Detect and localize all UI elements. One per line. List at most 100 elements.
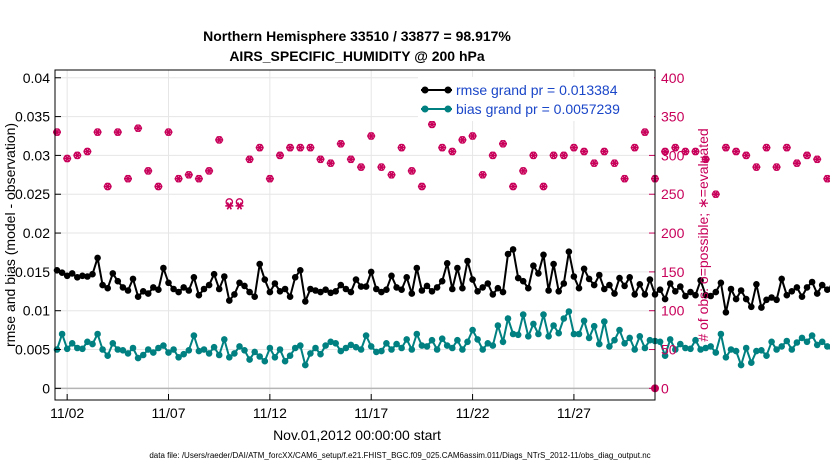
point-bias — [459, 346, 466, 353]
point-rmse — [590, 281, 598, 289]
legend-bias-marker-left — [421, 105, 429, 113]
point-bias — [342, 344, 350, 352]
point-bias — [824, 343, 830, 350]
point-bias — [119, 347, 127, 354]
evaluated-star-stroke — [307, 143, 314, 152]
y-right-tick-label: 300 — [661, 147, 685, 163]
point-bias — [286, 352, 294, 360]
footer-data-file: data file: /Users/raeder/DAI/ATM_forcXX/… — [149, 451, 650, 460]
y-left-tick-label: 0.005 — [15, 342, 50, 358]
point-rmse — [682, 292, 689, 300]
point-evaluated — [782, 143, 791, 152]
evaluated-star-stroke — [611, 159, 618, 168]
point-evaluated — [428, 120, 436, 129]
point-evaluated — [346, 155, 355, 164]
point-rmse — [383, 286, 390, 294]
x-tick-label: 11/12 — [253, 405, 287, 421]
point-bias — [666, 336, 674, 343]
point-bias — [687, 345, 694, 353]
x-tick-label: 11/07 — [152, 405, 186, 421]
evaluated-star-stroke — [773, 163, 780, 171]
point-rmse — [200, 285, 208, 293]
x-axis-label: Nov.01,2012 00:00:00 start — [273, 427, 441, 443]
evaluated-star-stroke — [236, 201, 243, 210]
y-right-tick-label: 250 — [661, 186, 685, 202]
evaluated-star-stroke — [753, 163, 760, 171]
point-bias — [180, 350, 187, 358]
y-right-tick-label: 200 — [661, 225, 685, 241]
evaluated-star-stroke — [449, 147, 455, 156]
point-evaluated — [448, 147, 457, 156]
y-right-tick-label: 100 — [661, 303, 685, 319]
point-bias — [748, 359, 755, 367]
point-evaluated — [124, 174, 132, 183]
point-rmse — [677, 283, 684, 290]
point-rmse — [788, 288, 796, 295]
point-rmse — [195, 291, 203, 299]
point-evaluated — [499, 139, 507, 148]
point-rmse — [352, 276, 360, 283]
point-bias — [773, 346, 780, 353]
evaluated-star-stroke — [591, 159, 597, 168]
point-rmse — [175, 288, 182, 296]
point-rmse — [560, 280, 568, 287]
point-rmse — [256, 260, 264, 268]
evaluated-star-stroke — [632, 143, 638, 152]
point-rmse — [793, 284, 801, 291]
evaluated-star-stroke — [226, 201, 232, 210]
point-rmse — [357, 283, 365, 290]
point-rmse — [474, 288, 481, 295]
point-evaluated — [630, 143, 639, 152]
point-bias — [104, 352, 111, 360]
point-rmse — [114, 277, 122, 285]
point-bias — [347, 341, 355, 349]
point-rmse — [717, 279, 725, 287]
point-evaluated — [549, 151, 558, 160]
point-rmse — [226, 297, 233, 304]
point-rmse — [631, 291, 638, 298]
legend-bias-marker-right — [444, 105, 452, 113]
point-bias — [68, 340, 76, 347]
point-evaluated — [397, 143, 406, 152]
evaluated-star-stroke — [581, 147, 587, 156]
point-rmse — [367, 268, 375, 276]
point-bias — [160, 342, 167, 349]
point-rmse — [702, 291, 709, 299]
y-left-tick-label: 0.01 — [23, 303, 50, 319]
evaluated-star-stroke — [105, 182, 111, 191]
point-evaluated — [691, 147, 700, 156]
point-evaluated — [174, 174, 183, 183]
point-rmse — [393, 284, 400, 291]
point-evaluated — [600, 147, 609, 156]
point-evaluated — [792, 159, 801, 168]
chart-title-line2: AIRS_SPECIFIC_HUMIDITY @ 200 hPa — [229, 48, 485, 64]
point-bias — [768, 338, 775, 346]
evaluated-star-stroke — [804, 151, 810, 160]
y-right-tick-label: 150 — [661, 264, 685, 280]
point-rmse — [606, 281, 613, 289]
point-evaluated — [438, 143, 447, 152]
point-rmse — [601, 285, 608, 293]
evaluated-star-stroke — [277, 151, 283, 160]
point-bias — [433, 346, 441, 353]
evaluated-star-stroke — [317, 155, 324, 164]
point-bias — [590, 322, 598, 330]
evaluated-star-stroke — [206, 167, 212, 175]
point-bias — [803, 338, 811, 346]
point-rmse — [753, 281, 760, 288]
point-rmse — [99, 281, 106, 289]
point-bias — [778, 343, 785, 350]
x-tick-label: 11/22 — [456, 405, 490, 421]
point-bias — [484, 340, 492, 347]
point-bias — [403, 336, 411, 343]
point-rmse — [611, 290, 618, 297]
point-evaluated — [661, 147, 670, 156]
point-bias — [317, 350, 324, 358]
point-rmse — [449, 285, 456, 293]
evaluated-star-stroke — [74, 151, 80, 160]
point-bias — [74, 344, 81, 352]
point-evaluated — [164, 128, 173, 137]
y-right-tick-label: 0 — [661, 380, 669, 396]
point-evaluated — [701, 155, 710, 164]
